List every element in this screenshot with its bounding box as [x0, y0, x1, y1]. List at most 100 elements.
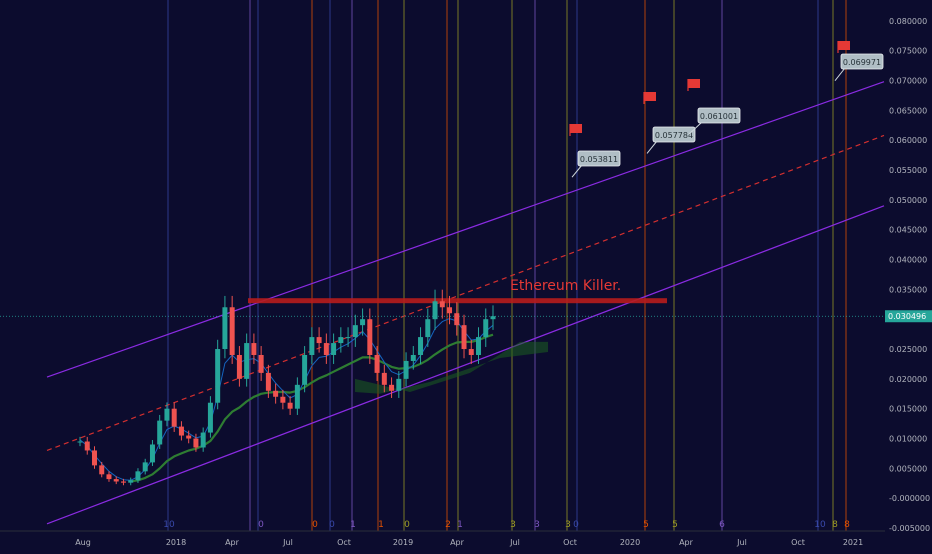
time-tick-label: Apr: [679, 538, 694, 547]
candle-body: [113, 479, 119, 482]
candle-body: [490, 316, 496, 320]
time-tick-label: Jul: [736, 538, 747, 547]
price-tick-label: 0.010000: [889, 435, 927, 444]
candle-body: [200, 432, 206, 448]
candle-body: [338, 337, 344, 344]
cycle-marker-label: 10: [163, 520, 175, 530]
candle-body: [432, 301, 438, 320]
time-tick-label: Oct: [791, 538, 805, 547]
candle-body: [323, 343, 329, 355]
cycle-marker-label: 5: [672, 520, 678, 530]
candle-body: [84, 441, 90, 451]
candle-body: [374, 354, 380, 373]
channel-lower-line: [46, 205, 885, 525]
ma-slow-line: [130, 333, 494, 483]
candle-body: [77, 441, 83, 443]
candle-body: [418, 337, 424, 355]
candle-body: [360, 319, 366, 326]
price-tick-label: 0.020000: [889, 375, 927, 384]
flag-icon: [838, 41, 850, 50]
cycle-marker-label: 1: [350, 520, 356, 530]
candle-body: [287, 402, 293, 409]
candle-body: [294, 384, 300, 409]
cycle-marker-label: 3: [565, 520, 571, 530]
time-tick-label: Aug: [75, 538, 91, 547]
candle-body: [244, 343, 250, 379]
price-tick-label: 0.065000: [889, 106, 927, 115]
candle-body: [149, 444, 155, 463]
cycle-marker-label: 0: [404, 520, 410, 530]
price-callout-box: [840, 53, 884, 70]
cycle-marker-label: 5: [643, 520, 649, 530]
price-tick-label: 0.080000: [889, 17, 927, 26]
last-price-tag: [885, 310, 932, 323]
flag-icon: [570, 124, 582, 133]
candle-body: [128, 480, 134, 483]
callout-pointer: [571, 164, 583, 178]
candle-body: [389, 384, 395, 391]
price-callout-label: 0.069971: [843, 58, 881, 67]
candle-body: [410, 354, 416, 361]
price-callout-label: 0.053811: [580, 155, 618, 164]
candle-body: [425, 319, 431, 338]
candle-body: [309, 337, 315, 355]
price-tick-label: 0.040000: [889, 256, 927, 265]
time-tick-label: Apr: [450, 538, 465, 547]
resistance-band: [248, 298, 667, 304]
price-tick-label: 0.045000: [889, 226, 927, 235]
price-tick-label: 0.005000: [889, 464, 927, 473]
candle-body: [164, 408, 170, 421]
cycle-marker-label: 0: [312, 520, 318, 530]
candle-body: [142, 462, 148, 472]
flag-icon: [688, 79, 700, 88]
price-callout-box: [577, 150, 621, 167]
candle-body: [229, 307, 235, 355]
time-tick-label: Jul: [282, 538, 293, 547]
price-axis-panel: [885, 0, 932, 550]
time-tick-label: Apr: [225, 538, 240, 547]
candle-body: [207, 402, 213, 433]
candle-body: [251, 343, 257, 355]
price-callout-label: 0.057784: [655, 131, 693, 140]
candle-body: [222, 307, 228, 350]
candle-body: [193, 438, 199, 448]
candle-body: [99, 465, 105, 475]
price-tick-label: 0.050000: [889, 196, 927, 205]
flag-icon: [644, 92, 656, 101]
cycle-marker-label: 10: [814, 520, 826, 530]
price-callout-box: [652, 126, 696, 143]
candle-body: [468, 349, 474, 355]
price-tick-label: 0.035000: [889, 285, 927, 294]
candle-body: [396, 378, 402, 391]
cycle-marker-label: 1: [378, 520, 384, 530]
candle-body: [178, 426, 184, 436]
cycle-marker-label: 6: [719, 520, 725, 530]
cloud-region: [355, 341, 548, 394]
candle-body: [280, 396, 286, 403]
candle-body: [345, 337, 351, 339]
candle-body: [135, 471, 141, 481]
callout-pointer: [834, 67, 846, 82]
callout-pointer: [688, 121, 703, 135]
time-tick-label: 2018: [166, 538, 186, 547]
price-tick-label: 0.055000: [889, 166, 927, 175]
candle-body: [447, 307, 453, 314]
candle-body: [316, 337, 322, 344]
candle-body: [265, 372, 271, 391]
candle-body: [352, 325, 358, 338]
price-tick-label: 0.060000: [889, 136, 927, 145]
time-tick-label: Oct: [563, 538, 577, 547]
candle-body: [91, 450, 97, 466]
channel-upper-line: [46, 81, 885, 378]
candle-body: [483, 319, 489, 338]
cycle-marker-label: 3: [510, 520, 516, 530]
candle-body: [106, 474, 112, 480]
cycle-marker-label: 0: [573, 520, 579, 530]
cycle-marker-label: 0: [258, 520, 264, 530]
candle-body: [157, 420, 163, 445]
cycle-marker-label: 0: [329, 520, 335, 530]
candle-body: [258, 354, 264, 373]
callout-pointer: [646, 140, 658, 154]
